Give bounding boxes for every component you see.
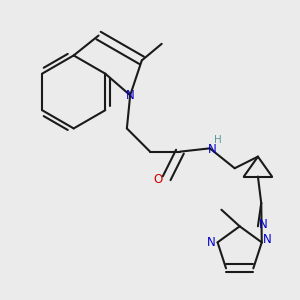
Text: N: N bbox=[208, 143, 217, 157]
Text: H: H bbox=[214, 135, 222, 145]
Text: N: N bbox=[207, 236, 215, 249]
Text: N: N bbox=[263, 233, 272, 246]
Text: N: N bbox=[259, 218, 267, 231]
Text: N: N bbox=[126, 89, 135, 102]
Text: O: O bbox=[154, 173, 163, 186]
